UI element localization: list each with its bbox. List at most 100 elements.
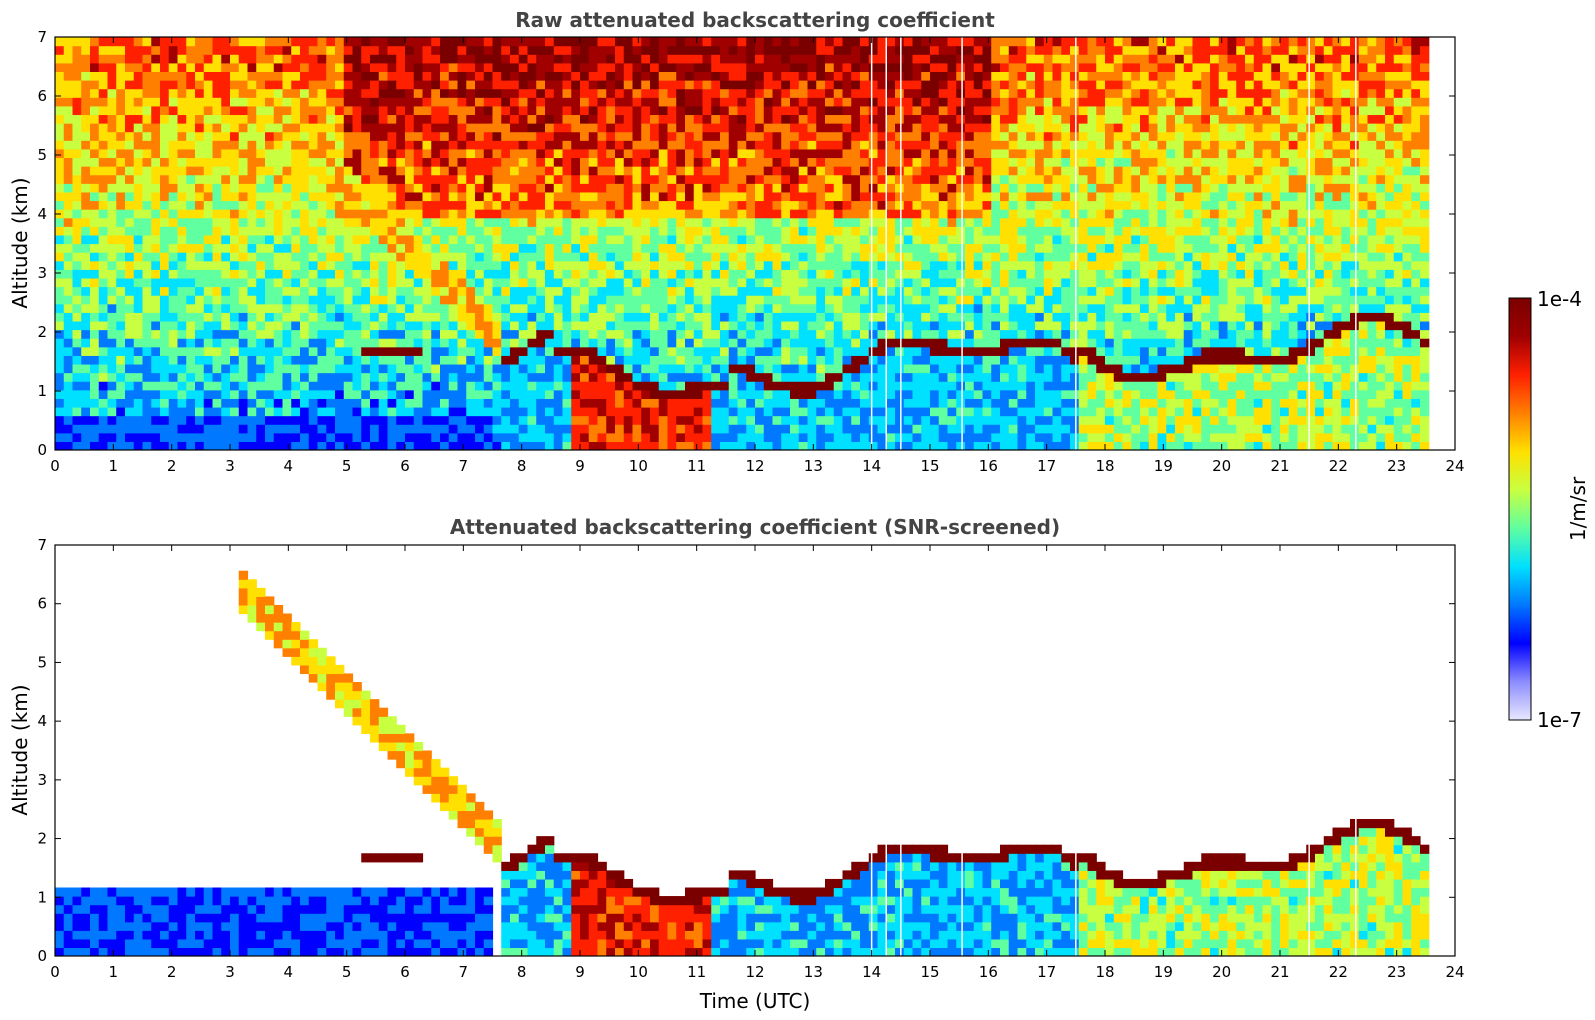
heatmap-cell (518, 269, 529, 279)
heatmap-cell (816, 398, 826, 408)
heatmap-cell (55, 286, 65, 296)
heatmap-cell (413, 234, 424, 245)
heatmap-cell (326, 346, 336, 356)
heatmap-cell (212, 381, 222, 391)
heatmap-cell (842, 88, 852, 98)
heatmap-cell (606, 269, 616, 279)
heatmap-cell (90, 217, 100, 227)
heatmap-cell (370, 97, 380, 107)
heatmap-cell (746, 45, 756, 55)
heatmap-cell (378, 381, 389, 391)
heatmap-cell (431, 346, 441, 356)
heatmap-cell (492, 45, 502, 55)
heatmap-cell (317, 406, 327, 417)
heatmap-cell (195, 432, 205, 442)
heatmap-cell (720, 105, 730, 116)
heatmap-cell (448, 105, 459, 116)
heatmap-cell (98, 174, 109, 184)
heatmap-cell (702, 346, 712, 356)
heatmap-cell (133, 62, 144, 73)
heatmap-cell (98, 217, 109, 227)
heatmap-cell (378, 329, 389, 339)
heatmap-cell (755, 80, 765, 90)
heatmap-cell (947, 183, 957, 193)
heatmap-cell (221, 381, 231, 391)
heatmap-cell (886, 131, 896, 141)
heatmap-cell (772, 37, 782, 47)
heatmap-cell (580, 131, 590, 141)
heatmap-cell (370, 381, 380, 391)
heatmap-cell (361, 363, 371, 374)
heatmap-cell (300, 200, 310, 210)
heatmap-cell (492, 252, 502, 262)
heatmap-cell (755, 406, 765, 417)
heatmap-cell (212, 200, 222, 210)
heatmap-cell (903, 174, 914, 184)
heatmap-cell (177, 295, 187, 305)
heatmap-cell (221, 269, 231, 279)
heatmap-cell (580, 105, 590, 116)
heatmap-cell (125, 123, 135, 133)
heatmap-cell (177, 166, 187, 176)
heatmap-cell (667, 226, 677, 236)
heatmap-cell (361, 157, 371, 167)
heatmap-cell (422, 88, 432, 98)
heatmap-cell (300, 54, 310, 64)
heatmap-cell (265, 381, 275, 391)
heatmap-cell (422, 355, 432, 365)
heatmap-cell (728, 372, 739, 382)
heatmap-cell (221, 226, 231, 236)
heatmap-cell (833, 260, 844, 270)
heatmap-cell (273, 183, 284, 193)
heatmap-cell (956, 415, 966, 425)
heatmap-cell (457, 424, 467, 434)
heatmap-cell (238, 441, 249, 450)
heatmap-cell (807, 441, 817, 450)
heatmap-cell (860, 157, 870, 167)
heatmap-cell (938, 200, 949, 210)
heatmap-cell (790, 140, 800, 150)
heatmap-cell (230, 200, 240, 210)
heatmap-cell (326, 217, 336, 227)
heatmap-cell (291, 252, 301, 262)
heatmap-cell (422, 346, 432, 356)
heatmap-cell (641, 226, 651, 236)
heatmap-cell (72, 329, 82, 339)
heatmap-cell (903, 166, 914, 176)
heatmap-cell (448, 209, 459, 219)
heatmap-cell (55, 166, 65, 176)
heatmap-cell (72, 54, 82, 64)
heatmap-cell (615, 62, 625, 73)
heatmap-cell (142, 200, 152, 210)
heatmap-cell (562, 54, 572, 64)
heatmap-cell (483, 277, 494, 288)
heatmap-cell (842, 243, 852, 253)
heatmap-cell (553, 286, 564, 296)
heatmap-cell (273, 243, 284, 253)
heatmap-cell (615, 312, 625, 322)
heatmap-cell (956, 432, 966, 442)
heatmap-cell (107, 226, 117, 236)
heatmap-cell (615, 80, 625, 90)
heatmap-cell (536, 252, 546, 262)
heatmap-cell (308, 166, 319, 176)
heatmap-cell (378, 415, 389, 425)
heatmap-cell (483, 183, 494, 193)
heatmap-cell (790, 243, 800, 253)
heatmap-cell (755, 183, 765, 193)
heatmap-cell (125, 148, 135, 159)
heatmap-cell (466, 320, 476, 331)
heatmap-cell (763, 286, 774, 296)
heatmap-cell (90, 209, 100, 219)
heatmap-cell (81, 148, 91, 159)
heatmap-cell (125, 415, 135, 425)
heatmap-cell (370, 71, 380, 81)
heatmap-cell (667, 191, 677, 202)
heatmap-cell (912, 252, 922, 262)
heatmap-cell (361, 389, 371, 399)
heatmap-cell (790, 338, 800, 348)
heatmap-cell (912, 140, 922, 150)
heatmap-cell (265, 338, 275, 348)
heatmap-cell (606, 191, 616, 202)
heatmap-cell (378, 191, 389, 202)
